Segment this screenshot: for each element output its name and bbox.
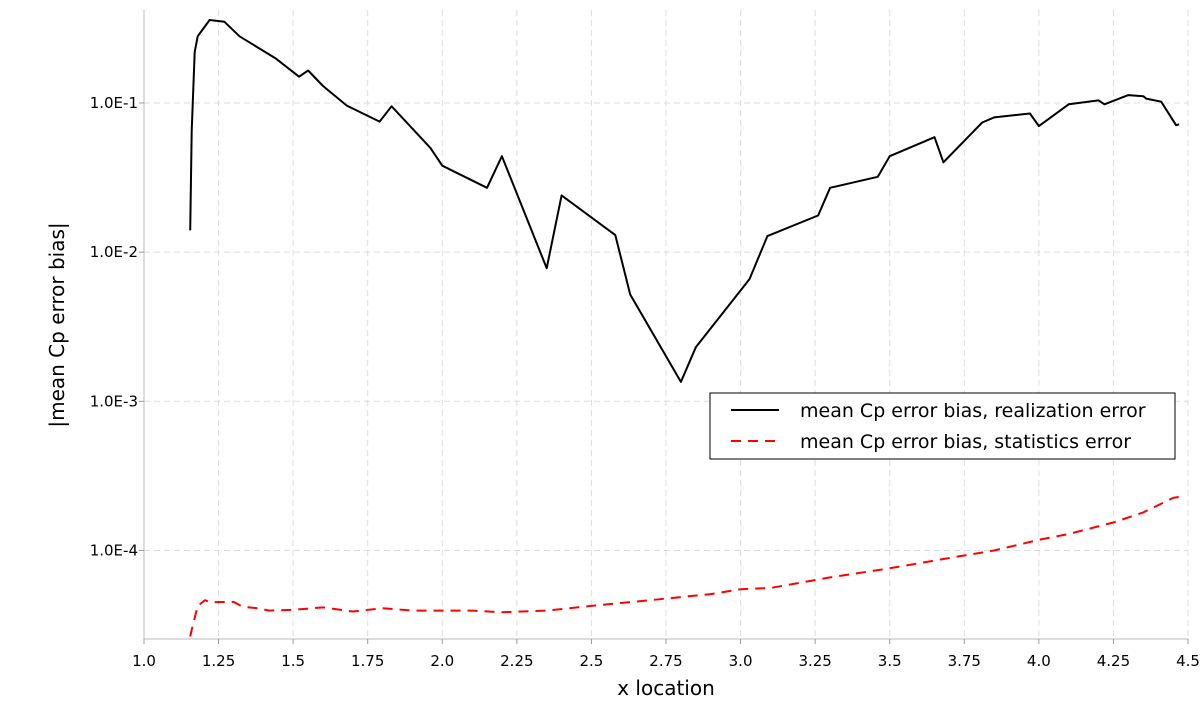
series-lines [189,19,1183,637]
x-tick-label: 2.75 [649,652,682,670]
y-tick-label: 1.0E-2 [90,243,138,261]
x-tick-label: 2.25 [500,652,533,670]
y-axis-title: |mean Cp error bias| [45,222,69,427]
x-tick-label: 4.5 [1176,652,1200,670]
x-tick-label: 2.0 [430,652,454,670]
x-axis-title: x location [617,676,715,700]
y-tick-label: 1.0E-3 [90,392,138,410]
x-tick-label: 3.25 [798,652,831,670]
x-tick-label: 3.75 [948,652,981,670]
x-tick-label: 1.5 [281,652,305,670]
y-tick-label: 1.0E-4 [90,541,138,559]
legend-label-realization: mean Cp error bias, realization error [800,400,1146,422]
series-line-statistics-error [189,495,1183,637]
legend: mean Cp error bias, realization error me… [709,392,1176,460]
x-tick-label: 3.0 [729,652,753,670]
tick-labels: 1.0 1.25 1.5 1.75 2.0 2.25 2.5 2.75 3.0 3.25 3.5 3.… [90,94,1200,670]
legend-label-statistics: mean Cp error bias, statistics error [800,431,1131,453]
x-tick-label: 1.0 [132,652,156,670]
x-tick-label: 1.75 [351,652,384,670]
x-tick-label: 4.0 [1027,652,1051,670]
x-tick-label: 4.25 [1097,652,1130,670]
gridlines [144,10,1189,639]
series-line-realization-error [189,19,1180,383]
y-tick-label: 1.0E-1 [90,94,138,112]
x-tick-label: 3.5 [878,652,902,670]
x-tick-label: 1.25 [202,652,235,670]
legend-box [709,392,1176,460]
x-tick-label: 2.5 [579,652,603,670]
